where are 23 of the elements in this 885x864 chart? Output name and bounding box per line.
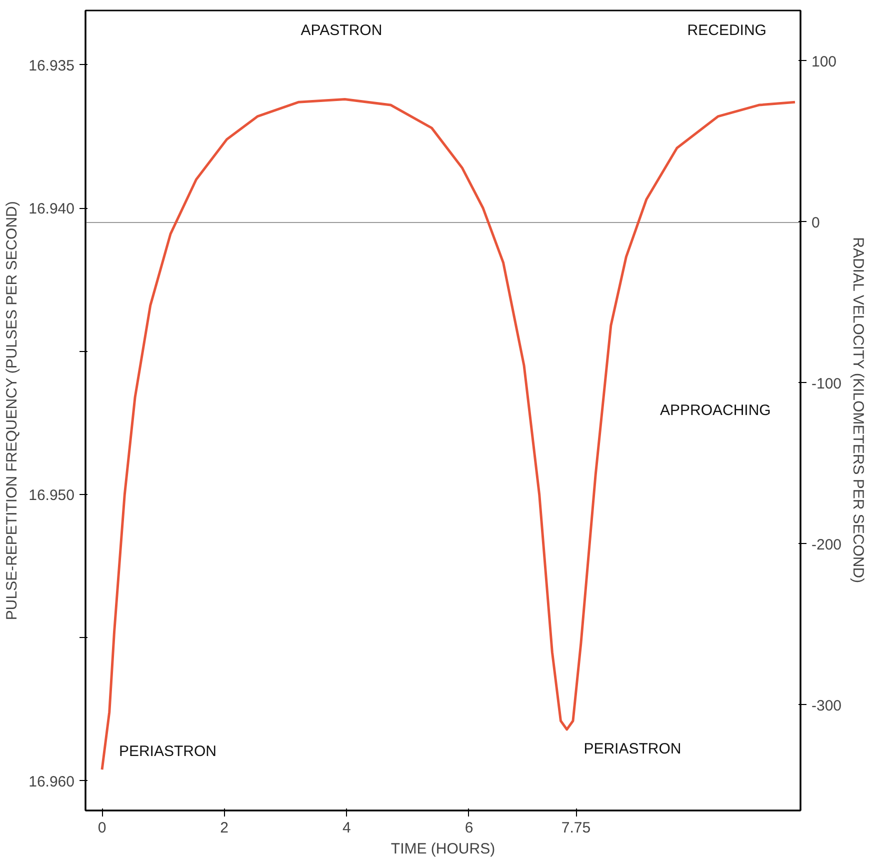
annotation: APPROACHING [660,402,771,419]
x-tick-label: 0 [98,820,106,836]
line-series [100,98,796,771]
annotation: PERIASTRON [584,740,682,758]
y-tick-label: 16.960 [28,774,75,790]
y-tick-label: 16.950 [28,487,75,504]
annotation: PERIASTRON [118,742,216,760]
y2-tick-label: 0 [812,214,820,232]
annotation: APASTRON [300,22,382,39]
x-tick-label: 7.75 [561,820,591,836]
x-tick-label: 4 [342,820,351,836]
y-axis-title: PULSE-REPETITION FREQUENCY (PULSES PER SECOND) [4,201,21,620]
y2-axis-title: RADIAL VELOCITY (KILOMETERS PER SECOND) [850,237,867,584]
x-tick-label: 2 [220,820,229,836]
y2-tick-label: -100 [812,375,842,392]
y-tick-label: 16.940 [28,200,75,218]
y2-tick-label: -300 [812,697,842,714]
y2-tick-label: -200 [812,536,842,554]
y-tick-label: 16.935 [28,57,75,74]
x-tick-label: 6 [464,820,474,836]
y2-tick-label: 100 [812,53,837,70]
x-axis-title: TIME (HOURS) [390,840,496,858]
annotation: RECEDING [687,22,766,39]
